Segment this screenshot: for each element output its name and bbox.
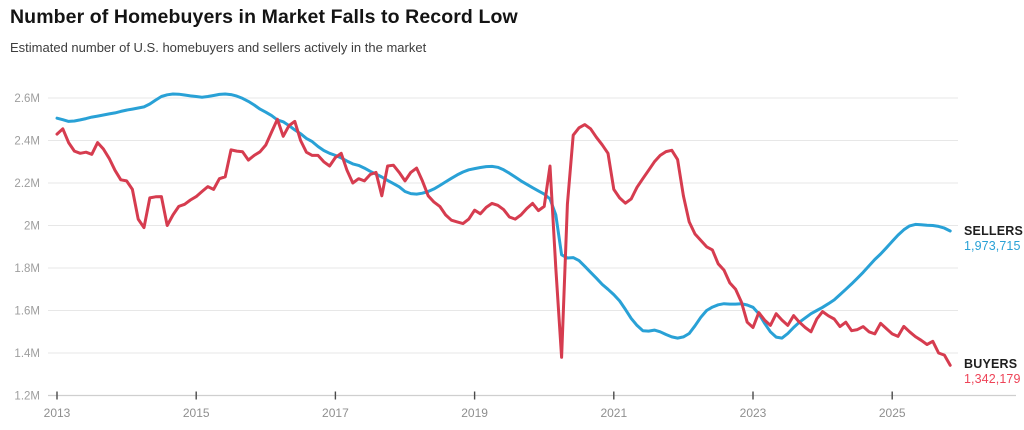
series-line-sellers xyxy=(55,92,952,340)
series-line-buyers xyxy=(55,117,952,367)
x-axis-label: 2023 xyxy=(740,406,767,420)
buyers-end-label: BUYERS 1,342,179 xyxy=(964,357,1024,386)
y-axis-label: 1.4M xyxy=(14,348,40,360)
sellers-series-name: SELLERS xyxy=(964,224,1024,238)
chart-header: Number of Homebuyers in Market Falls to … xyxy=(10,6,518,55)
sellers-latest-value: 1,973,715 xyxy=(964,239,1021,253)
sellers-end-label: SELLERS 1,973,715 xyxy=(964,224,1024,253)
y-axis-label: 1.2M xyxy=(14,391,40,403)
y-axis-label: 1.6M xyxy=(14,306,40,318)
buyers-latest-value: 1,342,179 xyxy=(964,372,1021,386)
buyers-series-name: BUYERS xyxy=(964,357,1018,371)
y-axis-label: 2M xyxy=(24,221,40,233)
x-axis-label: 2015 xyxy=(183,406,210,420)
x-axis-label: 2021 xyxy=(600,406,627,420)
x-axis-label: 2025 xyxy=(879,406,906,420)
y-axis-label: 2.2M xyxy=(14,178,40,190)
x-axis-label: 2019 xyxy=(461,406,488,420)
x-axis-label: 2013 xyxy=(44,406,71,420)
chart-subtitle: Estimated number of U.S. homebuyers and … xyxy=(10,40,427,55)
y-axis-label: 2.6M xyxy=(14,93,40,105)
x-axis-label: 2017 xyxy=(322,406,349,420)
y-axis-label: 1.8M xyxy=(14,263,40,275)
chart-title: Number of Homebuyers in Market Falls to … xyxy=(10,6,518,28)
y-axis-label: 2.4M xyxy=(14,136,40,148)
